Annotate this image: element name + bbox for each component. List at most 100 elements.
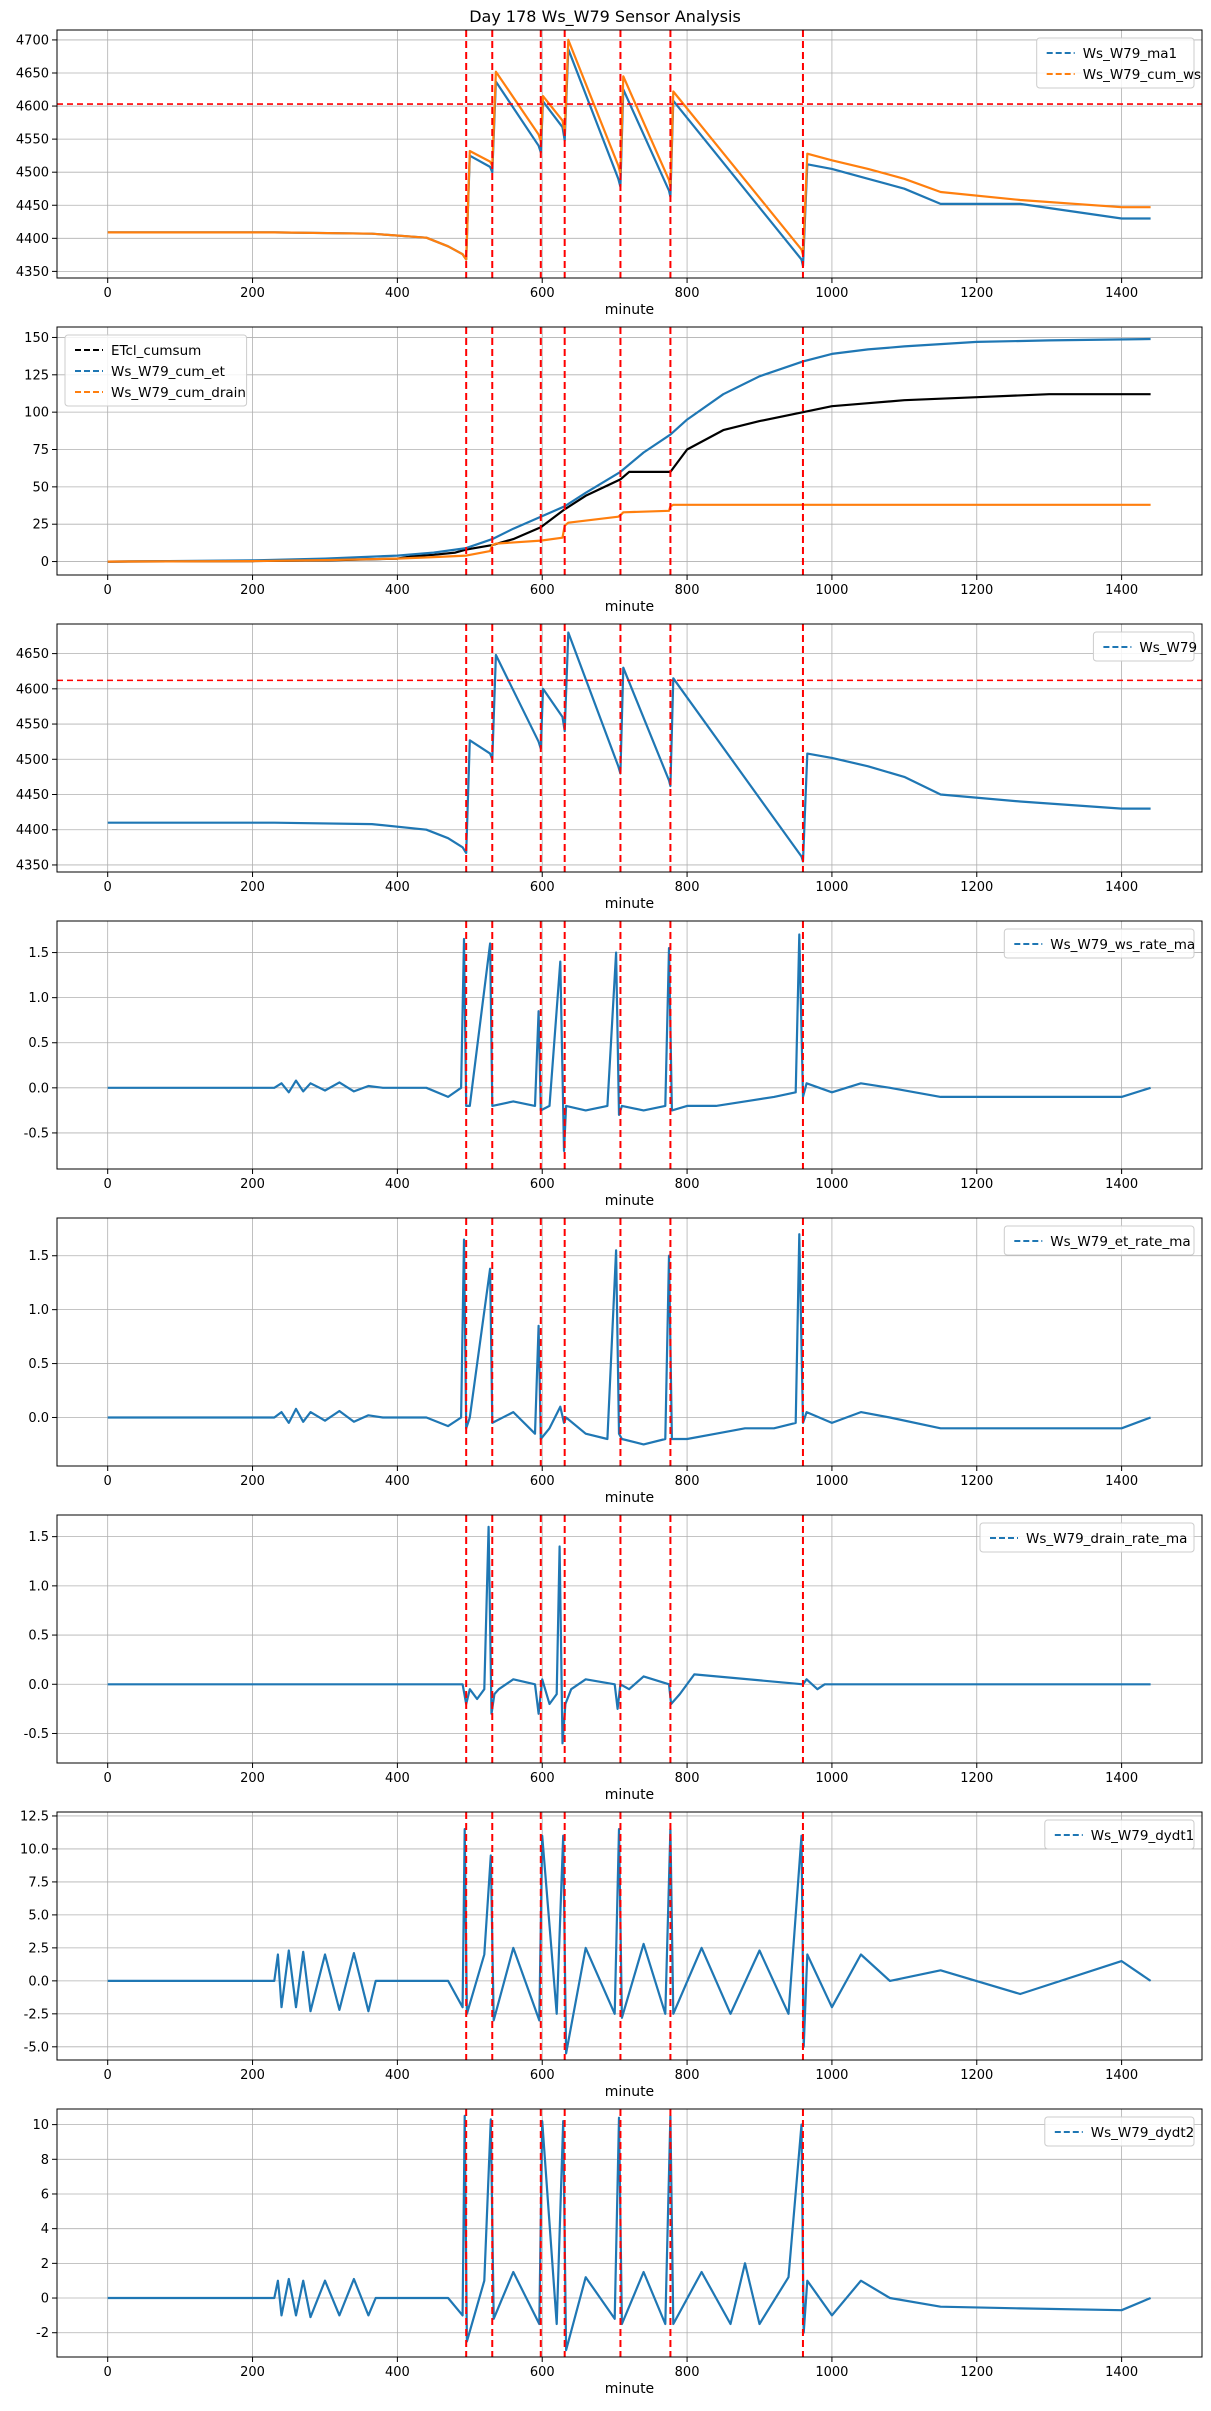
subplot-4: 0 200 400 600 800 1000 1200 1400 -0.5 0.0 0.5 1.0 1.…	[24, 920, 1203, 1209]
series-line-Ws_W79	[107, 631, 1151, 863]
y-tick-label: 2	[41, 2257, 49, 2272]
legend-box	[1003, 928, 1195, 959]
y-tick-label: 0	[41, 2292, 49, 2307]
x-tick-label: 0	[104, 583, 112, 598]
y-tick-label: 10.0	[20, 1842, 49, 1857]
x-tick-label: 1200	[960, 2365, 993, 2380]
legend: Ws_W79_dydt2	[1044, 2116, 1195, 2147]
x-axis-label: minute	[605, 1490, 654, 1506]
x-tick-label: 400	[385, 1177, 410, 1192]
subplot-grid: 0 200 400 600 800 1000 1200 1400435044004450450…	[16, 29, 1203, 2397]
y-tick-label: 4650	[16, 647, 49, 662]
x-tick-label: 600	[530, 286, 555, 301]
x-tick-label: 1000	[815, 286, 848, 301]
x-tick-label: 200	[240, 2365, 265, 2380]
x-tick-label: 1400	[1105, 1771, 1138, 1786]
x-tick-label: 1400	[1105, 2068, 1138, 2083]
x-tick-label: 1200	[960, 880, 993, 895]
x-tick-label: 200	[240, 583, 265, 598]
legend-label: Ws_W79_dydt2	[1091, 2125, 1194, 2141]
y-tick-label: 0.0	[28, 1974, 49, 1989]
y-tick-label: 100	[24, 406, 49, 421]
x-tick-label: 0	[104, 1177, 112, 1192]
grid	[57, 2109, 1202, 2357]
y-tick-label: 4700	[16, 33, 49, 48]
legend: Ws_W79_et_rate_ma	[1003, 1225, 1195, 1256]
x-tick-label: 1200	[960, 583, 993, 598]
legend-label: Ws_W79_drain_rate_ma	[1026, 1531, 1187, 1547]
series-line-Ws_W79_et_rate_ma	[107, 1233, 1151, 1446]
legend-box	[1044, 2116, 1195, 2147]
y-tick-label: 1.5	[28, 946, 49, 961]
x-tick-label: 1400	[1105, 1177, 1138, 1192]
x-tick-label: 200	[240, 286, 265, 301]
grid	[57, 30, 1202, 278]
x-tick-label: 200	[240, 880, 265, 895]
x-tick-label: 400	[385, 2068, 410, 2083]
x-tick-label: 400	[385, 880, 410, 895]
subplot-1: 0 200 400 600 800 1000 1200 1400 4350 4400 4450 450…	[16, 29, 1203, 318]
y-tick-label: 4550	[16, 718, 49, 733]
y-tick-label: 4500	[16, 166, 49, 181]
y-tick-label: 0.5	[28, 1629, 49, 1644]
x-axis-label: minute	[605, 896, 654, 912]
legend: Ws_W79_drain_rate_ma	[979, 1522, 1195, 1553]
y-tick-label: 4450	[16, 788, 49, 803]
x-axis-label: minute	[605, 1193, 654, 1209]
plot-area	[107, 921, 1151, 1169]
legend-label: ETcl_cumsum	[111, 343, 201, 359]
grid	[57, 327, 1202, 575]
x-tick-label: 200	[240, 1771, 265, 1786]
figure-title: Day 178 Ws_W79 Sensor Analysis	[469, 7, 741, 27]
x-tick-label: 800	[675, 2365, 700, 2380]
axes-frame	[56, 2108, 1203, 2358]
subplot-8: 0 200 400 600 800 1000 1200 1400 -2 0 2 4 6 8 10 minute…	[32, 2108, 1203, 2397]
x-tick-label: 0	[104, 286, 112, 301]
x-tick-label: 800	[675, 286, 700, 301]
x-tick-label: 0	[104, 2365, 112, 2380]
axes-frame	[56, 623, 1203, 873]
subplot-6: 0 200 400 600 800 1000 1200 1400 -0.5 0.0 0.5 1.0 1.…	[24, 1514, 1203, 1803]
legend-label: Ws_W79_ws_rate_ma	[1050, 937, 1195, 953]
x-tick-label: 1400	[1105, 1474, 1138, 1489]
x-tick-label: 1400	[1105, 583, 1138, 598]
plot-area	[107, 2109, 1152, 2357]
y-tick-label: 4350	[16, 858, 49, 873]
x-tick-label: 600	[530, 1771, 555, 1786]
y-tick-label: 4600	[16, 100, 49, 115]
x-tick-label: 800	[675, 1177, 700, 1192]
y-tick-label: 0.0	[28, 1411, 49, 1426]
x-tick-label: 1000	[815, 583, 848, 598]
x-tick-label: 400	[385, 2365, 410, 2380]
y-tick-label: 1.0	[28, 1303, 49, 1318]
x-tick-label: 800	[675, 583, 700, 598]
x-tick-label: 400	[385, 286, 410, 301]
y-tick-label: 0	[41, 555, 49, 570]
legend-box	[1092, 631, 1195, 662]
subplot-3: 0 200 400 600 800 1000 1200 1400 4350 4400 4450 450…	[16, 623, 1203, 912]
x-tick-label: 600	[530, 2068, 555, 2083]
y-tick-label: 4650	[16, 66, 49, 81]
y-tick-label: 8	[41, 2153, 49, 2168]
y-tick-label: -5.0	[24, 2040, 49, 2055]
plot-area	[57, 624, 1202, 872]
y-tick-label: 150	[24, 331, 49, 346]
plot-area	[107, 1515, 1151, 1763]
x-axis-label: minute	[605, 1787, 654, 1803]
y-tick-label: 4550	[16, 133, 49, 148]
legend: Ws_W79_ws_rate_ma	[1003, 928, 1195, 959]
x-tick-label: 800	[675, 1474, 700, 1489]
x-tick-label: 200	[240, 1177, 265, 1192]
y-tick-label: 4500	[16, 753, 49, 768]
series-line-Ws_W79_ws_rate_ma	[107, 933, 1151, 1153]
y-tick-label: 4	[41, 2222, 49, 2237]
legend-box	[1003, 1225, 1195, 1256]
x-tick-label: 1200	[960, 1771, 993, 1786]
legend-label: Ws_W79_dydt1	[1091, 1828, 1194, 1844]
y-tick-label: 0.5	[28, 1357, 49, 1372]
x-tick-label: 1200	[960, 1474, 993, 1489]
subplot-5: 0 200 400 600 800 1000 1200 1400 0.0 0.5 1.0 1.5 min…	[28, 1217, 1203, 1506]
x-tick-label: 400	[385, 1474, 410, 1489]
x-tick-label: 1000	[815, 1177, 848, 1192]
x-tick-label: 1000	[815, 2365, 848, 2380]
